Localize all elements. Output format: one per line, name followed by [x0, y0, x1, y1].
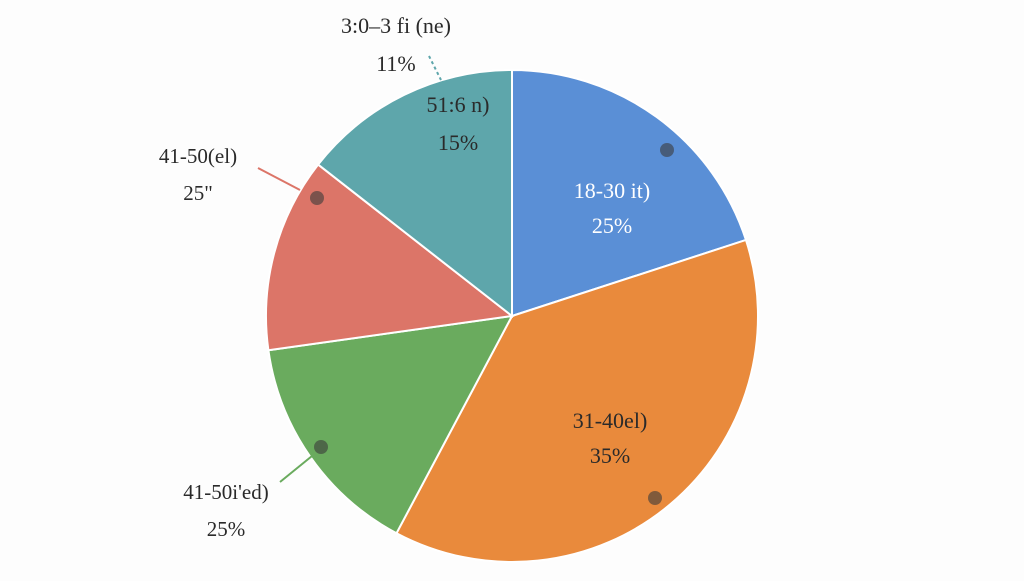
slice-labels: 18-30 it) 25% 31-40el) 35% 41-50i'ed) 25% 41-5…	[159, 13, 650, 541]
slice-value-4: 25"	[183, 181, 213, 205]
pie-slice-1	[511, 68, 748, 318]
pie-slice-2	[395, 238, 759, 563]
leader-lines	[257, 55, 442, 483]
slice-label-6: 3:0–3 fi (ne)	[341, 13, 451, 38]
slice-label-5: 51:6 n)	[427, 92, 490, 117]
slice-value-3: 25%	[207, 517, 246, 541]
leader-line-green	[279, 455, 313, 483]
slice-label-3: 41-50i'ed)	[183, 480, 268, 504]
slice-marker-1	[660, 143, 674, 157]
slice-value-2: 35%	[590, 443, 630, 468]
slice-markers	[310, 143, 674, 505]
leader-line-teal	[428, 55, 442, 81]
slice-marker-3	[314, 440, 328, 454]
slice-label-4: 41-50(el)	[159, 144, 237, 168]
leader-line-red	[257, 167, 301, 191]
slice-marker-4	[310, 191, 324, 205]
slice-label-2: 31-40el)	[573, 408, 648, 433]
pie-slice-5	[316, 68, 513, 319]
slice-label-1: 18-30 it)	[574, 178, 650, 203]
slice-value-5: 15%	[438, 130, 478, 155]
slice-value-1: 25%	[592, 213, 632, 238]
pie-slice-4	[265, 163, 515, 352]
slice-value-6: 11%	[376, 51, 416, 76]
pie-slices	[265, 68, 759, 563]
slice-marker-2	[648, 491, 662, 505]
